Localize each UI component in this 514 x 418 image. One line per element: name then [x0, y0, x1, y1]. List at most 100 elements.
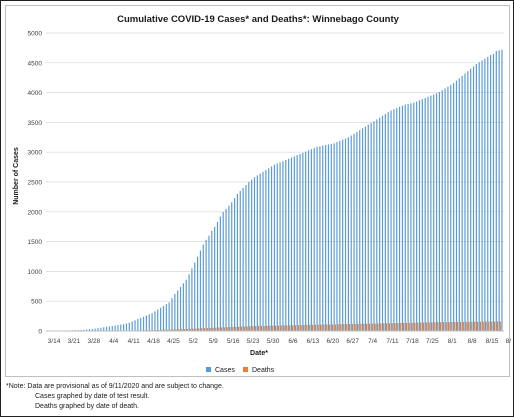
- x-tick-label: 6/27: [346, 338, 359, 345]
- bar-cases: [248, 182, 249, 331]
- bar-deaths: [340, 324, 341, 331]
- bar-cases: [462, 76, 463, 331]
- bar-deaths: [417, 323, 418, 331]
- bar-cases: [501, 50, 502, 331]
- bar-cases: [149, 314, 150, 331]
- bar-cases: [425, 98, 426, 331]
- bar-cases: [336, 142, 337, 331]
- bar-cases: [245, 185, 246, 331]
- bar-cases: [291, 158, 292, 331]
- y-tick-label: 1000: [28, 269, 43, 276]
- bar-cases: [351, 136, 352, 331]
- bar-deaths: [329, 324, 330, 331]
- bar-cases: [322, 146, 323, 331]
- footnote: *Note: Data are provisional as of 9/11/2…: [1, 380, 514, 418]
- bar-cases: [271, 167, 272, 332]
- bar-deaths: [346, 324, 347, 331]
- x-tick-label: 4/11: [128, 338, 141, 345]
- bar-deaths: [229, 327, 230, 331]
- bar-deaths: [431, 322, 432, 331]
- bar-cases: [265, 170, 266, 331]
- bar-cases: [274, 165, 275, 331]
- bar-cases: [402, 106, 403, 331]
- bar-cases: [154, 311, 155, 331]
- bar-cases: [177, 290, 178, 331]
- bar-deaths: [258, 326, 259, 331]
- bar-cases: [288, 159, 289, 331]
- bar-cases: [297, 155, 298, 331]
- bar-cases: [388, 112, 389, 331]
- bar-cases: [157, 310, 158, 331]
- bar-deaths: [355, 324, 356, 331]
- bar-cases: [146, 316, 147, 332]
- bar-cases: [200, 251, 201, 331]
- bar-cases: [376, 119, 377, 331]
- bar-cases: [134, 320, 135, 331]
- bar-deaths: [358, 324, 359, 331]
- bar-deaths: [247, 326, 248, 331]
- bar-cases: [257, 175, 258, 331]
- bar-cases: [305, 152, 306, 331]
- bar-cases: [171, 298, 172, 331]
- bar-cases: [254, 177, 255, 331]
- bar-deaths: [369, 324, 370, 331]
- bar-cases: [487, 57, 488, 331]
- bar-deaths: [349, 324, 350, 331]
- bar-deaths: [255, 326, 256, 331]
- bar-cases: [356, 132, 357, 331]
- bar-deaths: [284, 325, 285, 331]
- bar-deaths: [218, 328, 219, 331]
- x-tick-label: 7/25: [426, 338, 439, 345]
- bar-cases: [405, 105, 406, 331]
- bar-deaths: [281, 325, 282, 331]
- x-tick-label: 3/21: [68, 338, 81, 345]
- legend-swatch-deaths: [243, 367, 248, 372]
- y-tick-label: 0: [38, 329, 42, 336]
- x-tick-label: 5/9: [209, 338, 218, 345]
- legend: Cases Deaths: [206, 367, 275, 374]
- bar-cases: [220, 217, 221, 331]
- bar-cases: [260, 174, 261, 331]
- bar-deaths: [224, 327, 225, 331]
- bar-deaths: [221, 327, 222, 331]
- bar-cases: [194, 262, 195, 331]
- bar-cases: [237, 194, 238, 331]
- bar-cases: [180, 287, 181, 331]
- bar-deaths: [272, 326, 273, 331]
- x-tick-label: 7/11: [386, 338, 399, 345]
- bar-deaths: [434, 322, 435, 331]
- bar-cases: [385, 114, 386, 331]
- x-tick-label: 5/23: [247, 338, 260, 345]
- bar-cases: [339, 141, 340, 331]
- bar-deaths: [275, 326, 276, 331]
- bar-cases: [430, 96, 431, 331]
- bar-deaths: [471, 322, 472, 331]
- bar-deaths: [295, 325, 296, 331]
- bar-cases: [328, 144, 329, 331]
- bar-deaths: [423, 322, 424, 331]
- bar-cases: [467, 71, 468, 331]
- bar-deaths: [454, 322, 455, 331]
- bar-deaths: [375, 323, 376, 331]
- bar-deaths: [252, 326, 253, 331]
- bar-cases: [282, 161, 283, 331]
- bar-deaths: [241, 327, 242, 331]
- bar-cases: [151, 313, 152, 331]
- bar-deaths: [301, 325, 302, 331]
- bar-cases: [371, 123, 372, 331]
- bars: [46, 50, 502, 331]
- bar-deaths: [494, 322, 495, 331]
- bar-cases: [191, 268, 192, 331]
- bar-cases: [115, 326, 116, 331]
- legend-label-cases: Cases: [215, 367, 235, 374]
- bar-deaths: [437, 322, 438, 331]
- bar-deaths: [449, 322, 450, 331]
- bar-cases: [243, 188, 244, 331]
- bar-deaths: [289, 325, 290, 331]
- y-tick-label: 4500: [28, 60, 43, 67]
- bar-deaths: [446, 322, 447, 331]
- bar-cases: [302, 153, 303, 331]
- bar-cases: [285, 160, 286, 331]
- bar-deaths: [292, 325, 293, 331]
